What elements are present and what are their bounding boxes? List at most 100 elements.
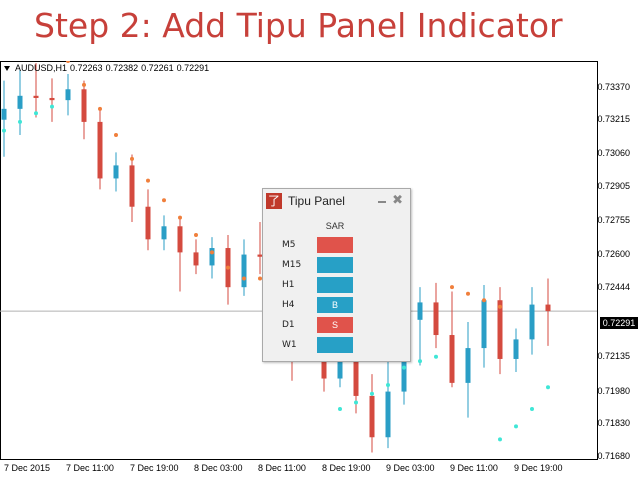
panel-row-m5: M5 xyxy=(263,237,410,256)
candle-body xyxy=(161,226,167,240)
candle-body xyxy=(481,300,487,349)
candle-body xyxy=(241,254,247,288)
sar-dot-upper xyxy=(226,265,230,270)
sar-dot-lower xyxy=(50,104,54,109)
sar-dot-lower xyxy=(530,406,534,411)
page-heading: Step 2: Add Tipu Panel Indicator xyxy=(34,6,563,45)
candle-body xyxy=(337,350,343,379)
close-icon[interactable]: ✖ xyxy=(392,193,403,208)
sar-signal-button[interactable] xyxy=(317,257,353,273)
sar-dot-upper xyxy=(210,250,214,255)
candle-body xyxy=(1,108,7,120)
candle-body xyxy=(81,89,87,122)
minimize-icon[interactable] xyxy=(378,201,386,203)
y-tick-label: 0.73370 xyxy=(597,82,630,92)
sar-signal-button[interactable]: S xyxy=(317,317,353,333)
candle-body xyxy=(209,248,215,266)
y-tick-label: 0.73215 xyxy=(597,114,630,124)
y-tick-label: 0.72600 xyxy=(597,249,630,259)
sar-signal-button[interactable] xyxy=(317,237,353,253)
panel-row-h1: H1 xyxy=(263,277,410,296)
candle-body xyxy=(33,95,39,98)
sar-dot-lower xyxy=(386,383,390,388)
x-tick-label: 9 Dec 11:00 xyxy=(450,463,498,473)
candle-body xyxy=(465,348,471,383)
panel-row-w1: W1 xyxy=(263,337,410,356)
sar-dot-lower xyxy=(338,406,342,411)
candle-body xyxy=(193,252,199,266)
sar-dot-upper xyxy=(82,82,86,87)
sar-dot-upper xyxy=(98,106,102,111)
close-value: 0.72291 xyxy=(176,63,210,73)
y-tick-label: 0.72905 xyxy=(597,181,630,191)
sar-dot-upper xyxy=(466,291,470,296)
sar-dot-lower xyxy=(2,128,6,133)
timeframe-label: M5 xyxy=(282,240,296,250)
y-tick-label: 0.71980 xyxy=(597,386,630,396)
current-price-label: 0.72291 xyxy=(600,317,638,329)
candle-body xyxy=(545,304,551,312)
high-value: 0.72382 xyxy=(105,63,139,73)
candle-body xyxy=(369,395,375,438)
sar-signal-button[interactable]: B xyxy=(317,297,353,313)
x-tick-label: 8 Dec 11:00 xyxy=(258,463,306,473)
candle-body xyxy=(385,391,391,438)
plot-frame xyxy=(0,61,598,460)
candle-body xyxy=(65,89,71,101)
candle-body xyxy=(417,302,423,320)
price-chart[interactable]: AUDUSD,H1 0.72263 0.72382 0.72261 0.7229… xyxy=(0,61,640,480)
candle-body xyxy=(449,335,455,383)
y-tick-label: 0.71830 xyxy=(597,418,630,428)
candle-body xyxy=(145,206,151,240)
x-tick-label: 8 Dec 03:00 xyxy=(194,463,243,473)
open-value: 0.72263 xyxy=(70,63,103,73)
y-tick-label: 0.73060 xyxy=(597,148,630,158)
sar-dot-lower xyxy=(354,400,358,405)
sar-signal-button[interactable] xyxy=(317,337,353,353)
tipu-panel[interactable]: 了 Tipu Panel ✖ SAR M5 M15 H1 H4 B D1 S W… xyxy=(262,188,411,362)
sar-signal-button[interactable] xyxy=(317,277,353,293)
symbol-info-bar: AUDUSD,H1 0.72263 0.72382 0.72261 0.7229… xyxy=(4,63,209,73)
sar-dot-upper xyxy=(194,232,198,237)
sar-dot-upper xyxy=(178,215,182,220)
sar-dot-lower xyxy=(434,354,438,359)
sar-dot-upper xyxy=(242,276,246,281)
x-tick-label: 7 Dec 2015 xyxy=(4,463,51,473)
sar-dot-upper xyxy=(498,304,502,309)
sar-dot-lower xyxy=(514,424,518,429)
timeframe-label: M15 xyxy=(282,260,302,270)
x-tick-label: 7 Dec 11:00 xyxy=(66,463,114,473)
sar-column-header: SAR xyxy=(325,221,345,231)
candle-body xyxy=(497,300,503,359)
x-tick-label: 8 Dec 19:00 xyxy=(322,463,371,473)
y-tick-label: 0.72444 xyxy=(597,282,630,292)
x-tick-label: 7 Dec 19:00 xyxy=(130,463,179,473)
sar-dot-upper xyxy=(146,178,150,183)
panel-row-m15: M15 xyxy=(263,257,410,276)
panel-title-bar[interactable]: 了 Tipu Panel xyxy=(263,189,410,213)
panel-title: Tipu Panel xyxy=(288,194,345,208)
tipu-logo-icon: 了 xyxy=(266,193,282,209)
candle-body xyxy=(113,165,119,179)
y-tick-label: 0.72135 xyxy=(597,351,630,361)
sar-dot-lower xyxy=(18,119,22,124)
sar-dot-upper xyxy=(130,156,134,161)
candle-body xyxy=(257,254,263,257)
sar-dot-upper xyxy=(66,61,70,63)
dropdown-triangle-icon[interactable] xyxy=(4,65,10,71)
candle-body xyxy=(433,302,439,336)
symbol-label: AUDUSD,H1 xyxy=(15,63,68,73)
timeframe-label: D1 xyxy=(282,320,295,330)
candle-body xyxy=(353,350,359,396)
sar-dot-lower xyxy=(402,365,406,370)
sar-dot-lower xyxy=(498,437,502,442)
candle-body xyxy=(49,97,55,101)
sar-dot-upper xyxy=(114,132,118,137)
panel-row-h4: H4 B xyxy=(263,297,410,316)
candle-body xyxy=(17,95,23,109)
candle-body xyxy=(129,165,135,207)
candle-body xyxy=(177,226,183,253)
sar-dot-upper xyxy=(258,276,262,281)
candle-body xyxy=(97,121,103,179)
y-tick-label: 0.72755 xyxy=(597,215,630,225)
